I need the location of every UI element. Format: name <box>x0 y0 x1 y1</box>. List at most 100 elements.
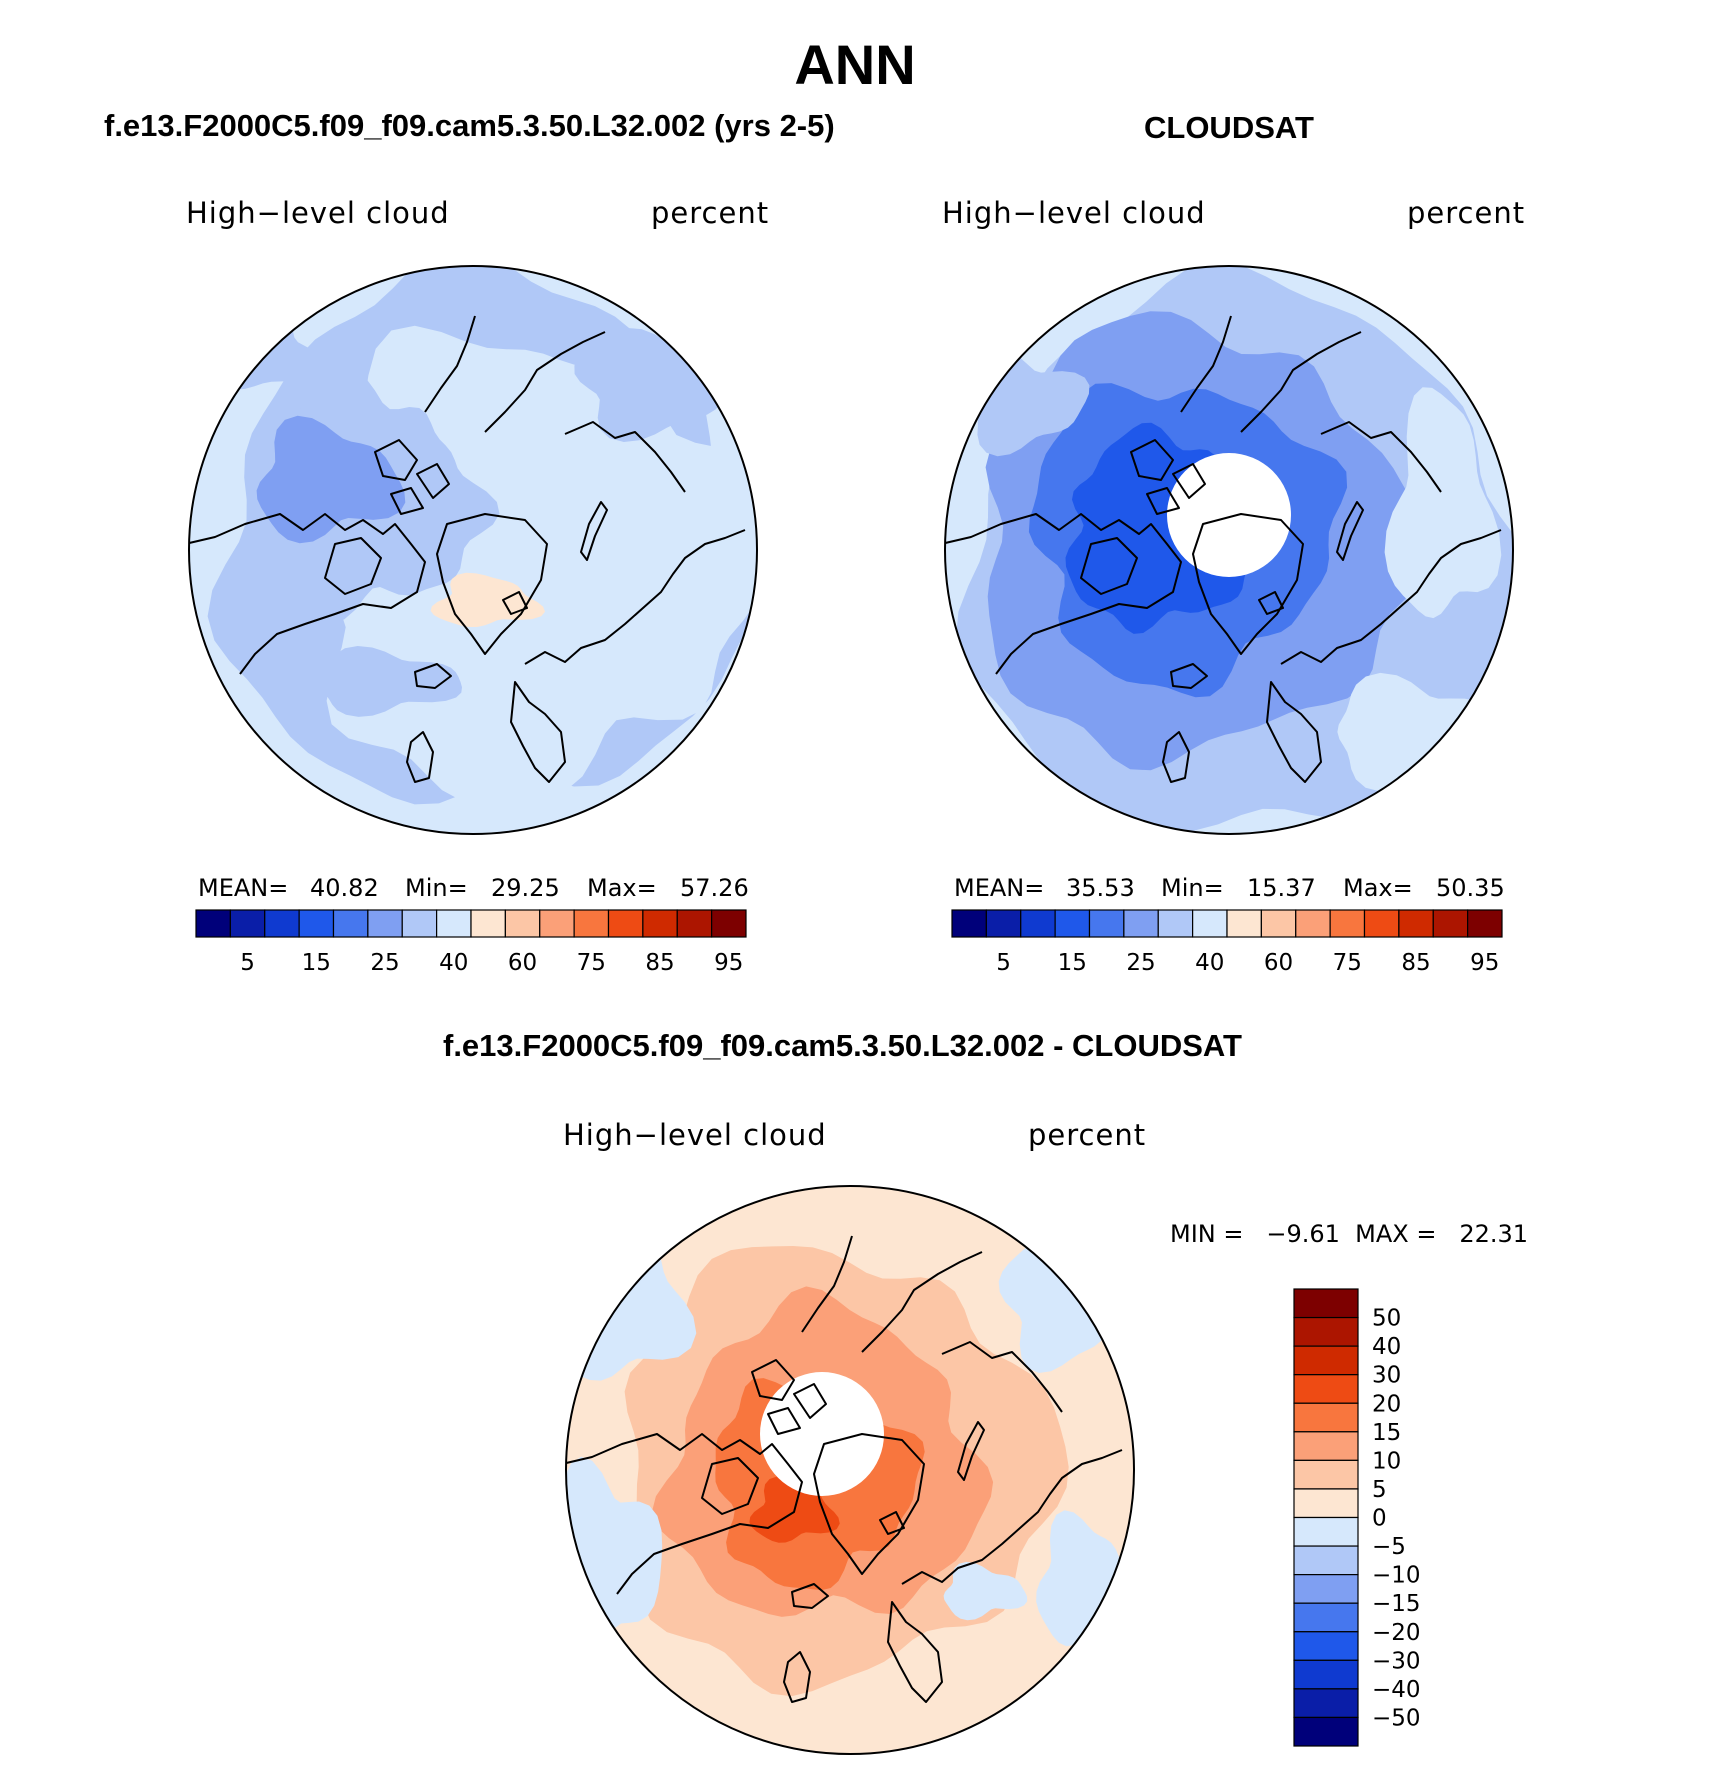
panel3-colorbar-swatch <box>1293 1316 1359 1347</box>
panel2-title: CLOUDSAT <box>1144 110 1314 145</box>
panel3-coastline <box>751 1359 795 1401</box>
panel2-colorbar: 5 15 25 40 60 75 85 95 <box>951 909 1503 976</box>
panel2-colorbar-tick-label: 95 <box>1470 950 1499 976</box>
panel3-colorbar-tick-label: −30 <box>1372 1648 1421 1674</box>
panel1-variable-label: High−level cloud <box>186 196 450 230</box>
panel3-colorbar-tick-label: 15 <box>1372 1420 1401 1446</box>
panel1-colorbar-swatch <box>367 909 403 938</box>
panel2-colorbar-tick-label: 25 <box>1126 950 1155 976</box>
panel2-colorbar-swatch <box>1226 909 1262 938</box>
panel1-colorbar-tick-label: 95 <box>714 950 743 976</box>
panel3-colorbar-swatch <box>1293 1545 1359 1576</box>
panel1-coastline <box>374 439 418 481</box>
panel3-units-label: percent <box>1028 1118 1147 1152</box>
panel3-colorbar-swatch <box>1293 1288 1359 1319</box>
panel3-colorbar-tick-label: −15 <box>1372 1591 1421 1617</box>
panel2-colorbar-tick-label: 75 <box>1333 950 1362 976</box>
panel1-contour-patch <box>320 646 462 717</box>
panel2-variable-label: High−level cloud <box>942 196 1206 230</box>
panel2-colorbar-swatch <box>1020 909 1056 938</box>
panel2-coastline <box>1172 463 1206 499</box>
panel2-colorbar-swatch <box>1398 909 1434 938</box>
panel3-colorbar-swatch <box>1293 1459 1359 1490</box>
panel1-colorbar-swatch <box>607 909 644 938</box>
panel1-map-border <box>188 265 758 835</box>
panel1-colorbar-swatch <box>264 909 300 938</box>
panel2-colorbar-swatch <box>1363 909 1400 938</box>
panel3-colorbar-tick-label: 0 <box>1372 1506 1387 1532</box>
panel3-coastline <box>941 1341 1063 1413</box>
panel1-coastline <box>502 591 528 615</box>
panel1-max-value: 57.26 <box>680 874 749 902</box>
panel2-coastline <box>1258 591 1284 615</box>
panel1-colorbar-swatch <box>711 909 747 938</box>
panel1-coastline <box>189 513 426 675</box>
panel2-coastline <box>1266 681 1322 783</box>
panel2-colorbar-tick-label: 60 <box>1264 950 1293 976</box>
panel2-coastline <box>1320 421 1442 493</box>
panel1-colorbar-swatch <box>539 909 575 938</box>
panel1-coastline <box>436 513 548 655</box>
panel2-colorbar-swatch <box>1192 909 1228 938</box>
panel2-colorbar-swatch <box>1329 909 1366 938</box>
panel3-coastline <box>861 1251 983 1353</box>
panel3-colorbar-tick-label: −5 <box>1372 1534 1406 1560</box>
panel2-coastline <box>1080 537 1138 595</box>
panel1-colorbar-tick-label: 5 <box>240 950 255 976</box>
panel3-colorbar-tick-label: 50 <box>1372 1306 1401 1332</box>
panel3-colorbar-swatch <box>1293 1631 1359 1661</box>
panel3-colorbar-tick-label: −40 <box>1372 1677 1421 1703</box>
panel2-units-label: percent <box>1407 196 1526 230</box>
panel1-colorbar-swatch <box>470 909 506 938</box>
panel2-coastline <box>1180 315 1232 413</box>
panel2-colorbar-swatch <box>1123 909 1159 938</box>
panel3-coastline <box>783 1651 811 1703</box>
panel3-colorbar-swatch <box>1293 1345 1359 1376</box>
panel3-colorbar-tick-label: −10 <box>1372 1563 1421 1589</box>
panel2-colorbar-swatch <box>1295 909 1331 938</box>
panel1-polar-map <box>188 265 758 835</box>
panel3-colorbar-swatch <box>1293 1402 1359 1433</box>
panel3-map-border <box>565 1185 1135 1755</box>
panel2-colorbar-swatch <box>1054 909 1091 938</box>
panel2-coastline <box>1162 731 1190 783</box>
panel1-colorbar: 5 15 25 40 60 75 85 95 <box>195 909 747 976</box>
panel3-colorbar-tick-label: 10 <box>1372 1448 1401 1474</box>
panel2-colorbar-tick-label: 85 <box>1401 950 1430 976</box>
panel3-colorbar-tick-label: −50 <box>1372 1705 1421 1731</box>
panel3-coastline <box>701 1457 759 1515</box>
panel3-coastline <box>566 1433 803 1595</box>
panel3-missing-data-pole <box>760 1372 884 1496</box>
panel2-polar-map <box>944 265 1514 835</box>
panel2-coastline <box>1280 529 1502 665</box>
panel1-title: f.e13.F2000C5.f09_f09.cam5.3.50.L32.002 … <box>104 108 835 143</box>
panel2-colorbar-tick-label: 5 <box>996 950 1011 976</box>
panel3-colorbar-swatch <box>1293 1374 1359 1404</box>
panel2-coastline <box>1170 663 1208 689</box>
panel1-colorbar-tick-label: 75 <box>577 950 606 976</box>
panel2-colorbar-tick-label: 15 <box>1058 950 1087 976</box>
panel1-colorbar-swatch <box>229 909 266 938</box>
panel3-colorbar-swatch <box>1293 1488 1359 1519</box>
panel1-colorbar-tick-label: 15 <box>302 950 331 976</box>
panel3-coastline <box>957 1421 985 1481</box>
panel1-coastline <box>390 487 424 515</box>
panel3-colorbar-swatch <box>1293 1431 1359 1461</box>
panel3-coastline <box>767 1407 801 1435</box>
panel2-missing-data-pole <box>1167 453 1291 577</box>
panel1-colorbar-swatch <box>676 909 713 938</box>
panel3-coastline <box>791 1583 829 1609</box>
panel1-max-label: Max= <box>587 874 657 902</box>
panel1-colorbar-swatch <box>436 909 472 938</box>
panel2-contour-patch <box>1384 387 1502 619</box>
panel3-coastline <box>901 1449 1123 1585</box>
panel2-colorbar-swatch <box>951 909 987 938</box>
panel3-title: f.e13.F2000C5.f09_f09.cam5.3.50.L32.002 … <box>443 1028 1242 1063</box>
panel2-mean-label: MEAN= <box>954 874 1045 902</box>
panel2-colorbar-swatch <box>1157 909 1194 938</box>
panel3-polar-map <box>565 1185 1135 1755</box>
panel2-colorbar-tick-label: 40 <box>1195 950 1224 976</box>
panel2-coastline <box>1130 439 1174 481</box>
panel2-min-value: 15.37 <box>1247 874 1316 902</box>
